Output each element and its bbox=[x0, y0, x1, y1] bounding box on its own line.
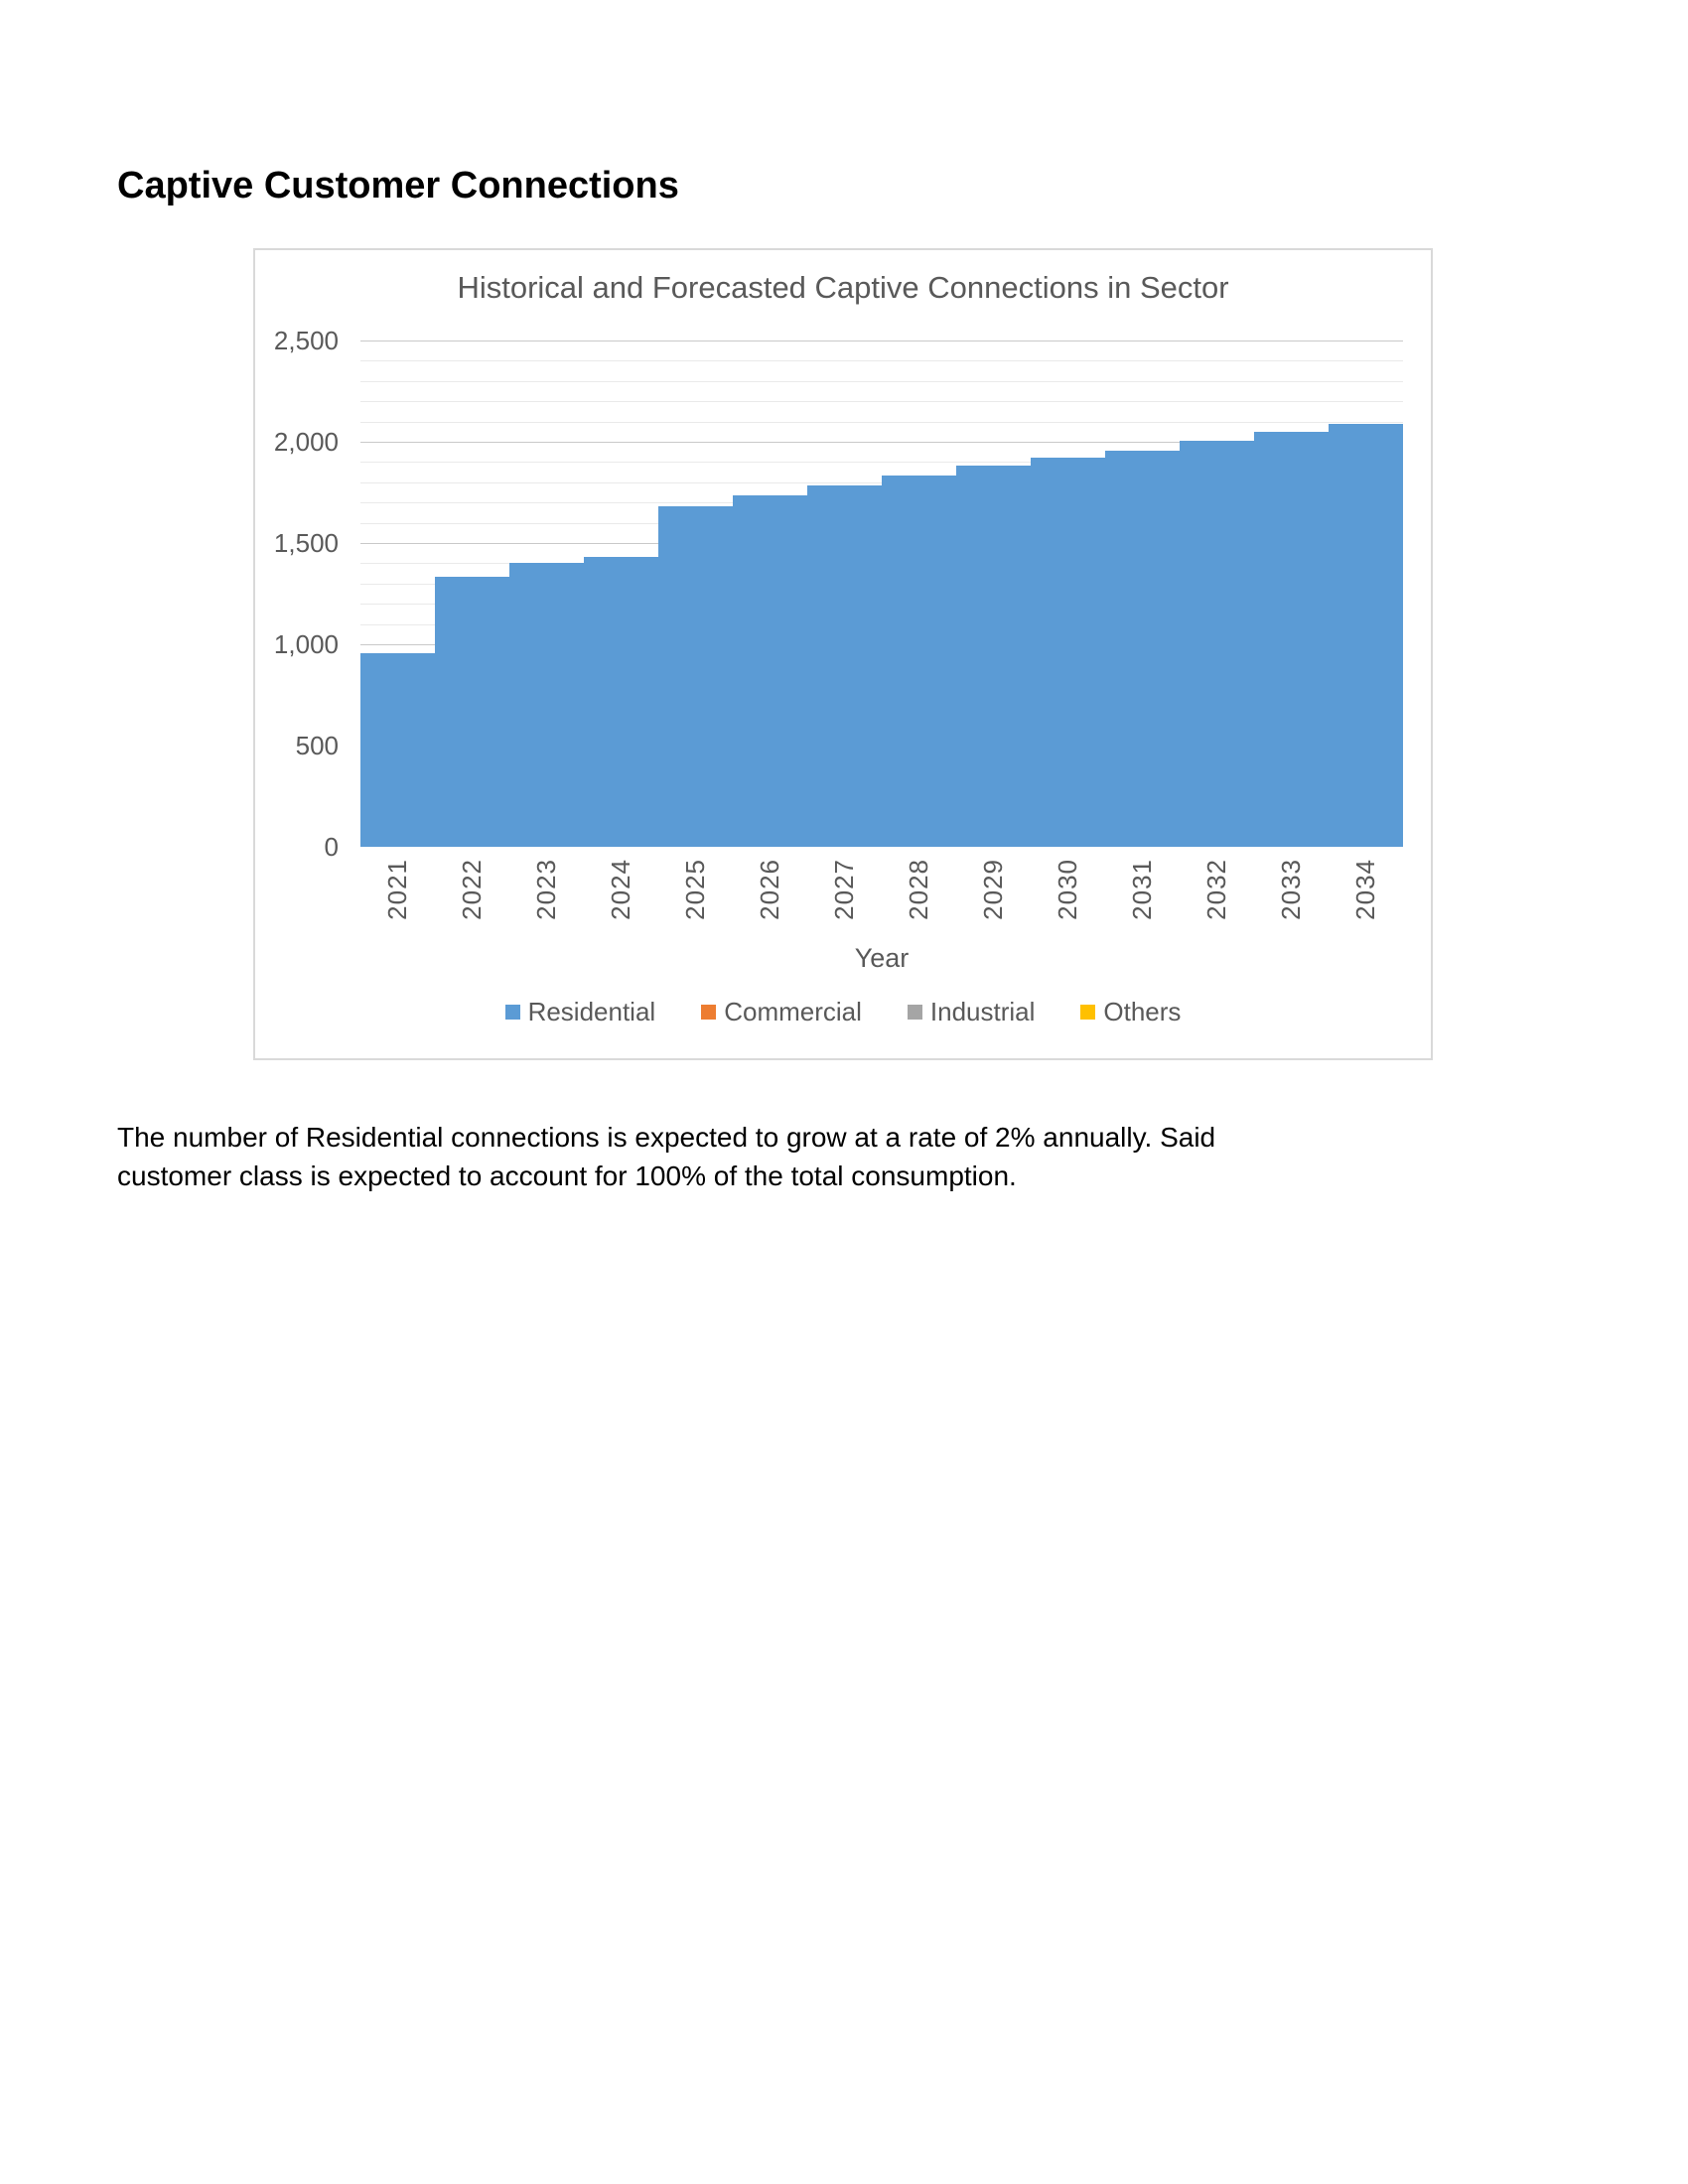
x-tick-2024: 2024 bbox=[584, 859, 658, 920]
x-tick-label-2033: 2033 bbox=[1276, 859, 1306, 920]
x-tick-2027: 2027 bbox=[807, 859, 882, 920]
bar-residential-2021 bbox=[360, 653, 435, 847]
x-tick-2023: 2023 bbox=[509, 859, 584, 920]
x-tick-2021: 2021 bbox=[360, 859, 435, 920]
x-tick-2028: 2028 bbox=[882, 859, 956, 920]
bar-residential-2024 bbox=[584, 557, 658, 847]
x-axis: 2021 2022 2023 2024 2025 2026 2027 2028 2029 2030… bbox=[360, 859, 1403, 920]
bar-residential-2028 bbox=[882, 475, 956, 847]
bar-residential-2027 bbox=[807, 484, 882, 847]
x-tick-2030: 2030 bbox=[1031, 859, 1105, 920]
x-tick-label-2024: 2024 bbox=[606, 859, 635, 920]
x-tick-2026: 2026 bbox=[733, 859, 807, 920]
bar-residential-2032 bbox=[1180, 440, 1254, 847]
y-tick-label-1500: 1,500 bbox=[273, 528, 339, 558]
x-tick-label-2027: 2027 bbox=[829, 859, 859, 920]
x-tick-label-2031: 2031 bbox=[1127, 859, 1157, 920]
legend-item-residential: Residential bbox=[504, 997, 656, 1027]
chart-legend: Residential Commercial Industrial Others bbox=[255, 997, 1431, 1027]
x-tick-2031: 2031 bbox=[1105, 859, 1180, 920]
legend-item-commercial: Commercial bbox=[701, 997, 862, 1027]
x-axis-title: Year bbox=[854, 943, 910, 973]
legend-swatch-industrial bbox=[907, 1005, 922, 1020]
y-tick-label-2000: 2,000 bbox=[273, 427, 339, 457]
x-tick-label-2022: 2022 bbox=[457, 859, 487, 920]
x-tick-label-2023: 2023 bbox=[531, 859, 561, 920]
x-tick-2032: 2032 bbox=[1180, 859, 1254, 920]
minor-gridline-2200 bbox=[360, 401, 1403, 403]
bar-residential-2022 bbox=[435, 576, 509, 847]
bar-residential-2033 bbox=[1254, 431, 1329, 847]
x-tick-label-2034: 2034 bbox=[1350, 859, 1380, 920]
x-tick-label-2029: 2029 bbox=[978, 859, 1008, 920]
paragraph-line-2: customer class is expected to account fo… bbox=[117, 1160, 1017, 1191]
legend-swatch-others bbox=[1080, 1005, 1096, 1020]
x-tick-2025: 2025 bbox=[658, 859, 733, 920]
bar-residential-2023 bbox=[509, 563, 584, 847]
bar-residential-2030 bbox=[1031, 458, 1105, 847]
x-tick-2034: 2034 bbox=[1329, 859, 1403, 920]
minor-gridline-2400 bbox=[360, 360, 1403, 362]
x-tick-label-2030: 2030 bbox=[1053, 859, 1082, 920]
x-tick-2022: 2022 bbox=[435, 859, 509, 920]
legend-label-commercial: Commercial bbox=[724, 997, 862, 1026]
x-tick-2029: 2029 bbox=[956, 859, 1031, 920]
paragraph-line-1: The number of Residential connections is… bbox=[117, 1122, 1216, 1153]
legend-label-industrial: Industrial bbox=[929, 997, 1036, 1026]
x-tick-2033: 2033 bbox=[1254, 859, 1329, 920]
x-tick-label-2028: 2028 bbox=[904, 859, 933, 920]
y-tick-label-2500: 2,500 bbox=[273, 326, 339, 355]
bar-residential-2031 bbox=[1105, 451, 1180, 847]
minor-gridline-2100 bbox=[360, 421, 1403, 423]
y-axis: 0 500 1,000 1,500 2,000 2,500 bbox=[255, 250, 339, 1058]
legend-swatch-commercial bbox=[701, 1005, 717, 1020]
chart: Historical and Forecasted Captive Connec… bbox=[253, 248, 1433, 1060]
legend-label-others: Others bbox=[1103, 997, 1182, 1026]
plot-area bbox=[360, 341, 1403, 847]
y-tick-label-500: 500 bbox=[295, 731, 339, 760]
bar-residential-2029 bbox=[956, 466, 1031, 847]
x-tick-label-2025: 2025 bbox=[680, 859, 710, 920]
legend-label-residential: Residential bbox=[527, 997, 656, 1026]
minor-gridline-1900 bbox=[360, 462, 1403, 464]
body-paragraph: The number of Residential connections is… bbox=[117, 1118, 1487, 1195]
chart-title: Historical and Forecasted Captive Connec… bbox=[457, 270, 1229, 305]
x-tick-label-2021: 2021 bbox=[382, 859, 412, 920]
bar-residential-2026 bbox=[733, 495, 807, 847]
x-tick-label-2026: 2026 bbox=[755, 859, 784, 920]
page-title: Captive Customer Connections bbox=[117, 165, 679, 206]
bar-series-residential bbox=[360, 341, 1403, 847]
legend-item-others: Others bbox=[1080, 997, 1181, 1027]
y-tick-label-1000: 1,000 bbox=[273, 629, 339, 659]
major-gridline-2000 bbox=[360, 442, 1403, 443]
legend-swatch-residential bbox=[504, 1005, 520, 1020]
legend-item-industrial: Industrial bbox=[907, 997, 1036, 1027]
bar-residential-2025 bbox=[658, 506, 733, 847]
minor-gridline-2300 bbox=[360, 380, 1403, 382]
y-tick-label-0: 0 bbox=[324, 832, 339, 862]
bar-residential-2034 bbox=[1329, 423, 1403, 847]
x-tick-label-2032: 2032 bbox=[1201, 859, 1231, 920]
